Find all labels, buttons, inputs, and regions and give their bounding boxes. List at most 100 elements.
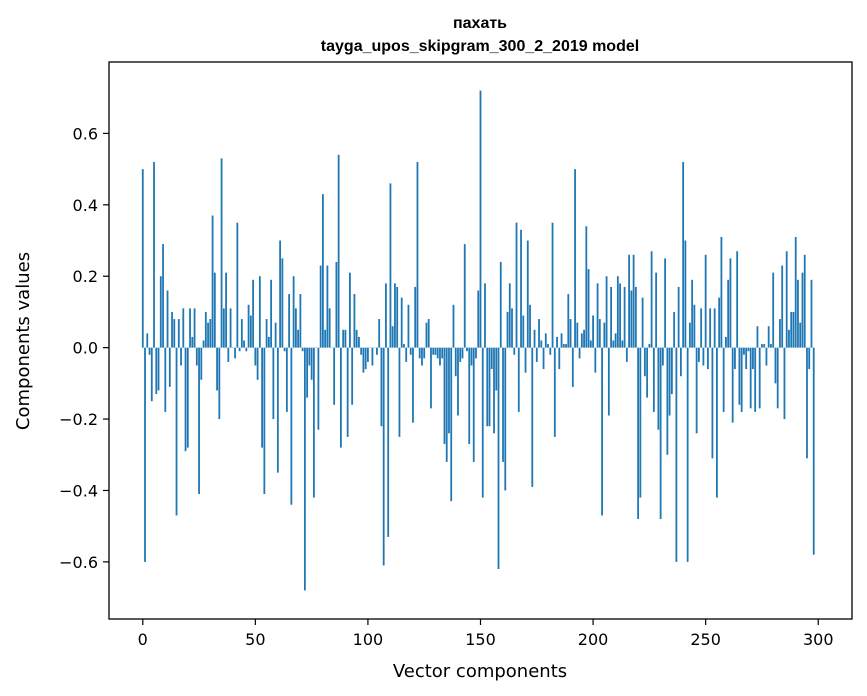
bar [450, 347, 453, 502]
bar [466, 347, 468, 352]
bar [335, 261, 338, 348]
bar [734, 347, 736, 370]
y-tick-label: 0.6 [73, 124, 98, 143]
bar [508, 283, 511, 348]
bar [146, 333, 149, 348]
bar [166, 290, 169, 348]
bar [544, 333, 547, 348]
bar [186, 347, 189, 448]
bar [754, 347, 757, 412]
bar [693, 304, 696, 348]
bar [745, 347, 748, 370]
bar [499, 261, 502, 348]
bar [783, 347, 786, 420]
bar [236, 222, 239, 348]
bar [376, 347, 378, 355]
bar [576, 322, 579, 348]
bar [691, 279, 694, 348]
bar [213, 272, 216, 348]
bar [664, 258, 667, 348]
bar [337, 154, 340, 348]
bar [189, 308, 191, 348]
bar [812, 347, 815, 555]
bar [623, 286, 626, 348]
bar [290, 347, 293, 505]
bar [191, 336, 194, 348]
bar [457, 347, 459, 416]
y-tick-label: −0.2 [59, 410, 98, 429]
bar [702, 347, 705, 366]
bar [270, 279, 273, 348]
bar [788, 329, 790, 348]
x-tick-label: 250 [690, 630, 721, 649]
bar [727, 279, 730, 348]
bar [148, 347, 151, 355]
bar [657, 347, 660, 430]
bar [679, 347, 682, 377]
x-tick-label: 150 [465, 630, 496, 649]
bar [731, 347, 734, 423]
bar [587, 269, 590, 348]
bar [202, 340, 205, 348]
bar [502, 347, 504, 462]
bar [153, 161, 155, 348]
bar [580, 333, 583, 348]
bar [427, 319, 430, 348]
bar [364, 347, 367, 370]
bar [553, 347, 556, 437]
bar [569, 319, 572, 348]
bar [684, 240, 687, 348]
bar [698, 347, 700, 362]
bar [276, 347, 279, 473]
bar [725, 336, 727, 348]
bar [583, 329, 585, 348]
bar [475, 347, 477, 359]
bar [389, 183, 392, 348]
bar [234, 347, 236, 359]
bar [470, 347, 473, 366]
bar [808, 347, 811, 370]
bar [650, 251, 653, 348]
bar [285, 347, 288, 412]
bar [324, 329, 327, 348]
bar [598, 319, 601, 348]
bar [594, 347, 597, 373]
bar [209, 319, 212, 348]
bar [220, 158, 223, 348]
bar [670, 347, 673, 395]
bar [267, 336, 270, 348]
bar [776, 347, 779, 409]
bar [283, 347, 286, 352]
bar [472, 347, 475, 462]
bar [605, 276, 608, 348]
bar [385, 283, 387, 348]
bar [371, 347, 374, 366]
bar [299, 294, 302, 348]
bar [538, 319, 540, 348]
bar [391, 326, 394, 348]
bar [556, 336, 558, 348]
bar [382, 347, 385, 566]
bar [243, 340, 245, 348]
bar [529, 304, 531, 348]
bar [400, 297, 403, 348]
bar [454, 347, 457, 377]
bar [252, 279, 254, 348]
bar [806, 347, 808, 459]
bar [774, 347, 777, 384]
bar [432, 347, 435, 355]
bar [164, 347, 167, 412]
bar [441, 347, 444, 359]
bar [405, 347, 408, 362]
bar [616, 276, 619, 348]
bar [603, 322, 606, 348]
bar [272, 347, 275, 420]
bar [716, 347, 718, 498]
bar [425, 322, 428, 348]
bar [666, 347, 669, 455]
bar [477, 290, 480, 348]
bar [511, 308, 513, 348]
bar [810, 279, 813, 348]
y-axis-ticks: −0.6 −0.4 −0.2 0.0 0.2 0.4 0.6 [59, 124, 109, 572]
bar [294, 308, 297, 348]
